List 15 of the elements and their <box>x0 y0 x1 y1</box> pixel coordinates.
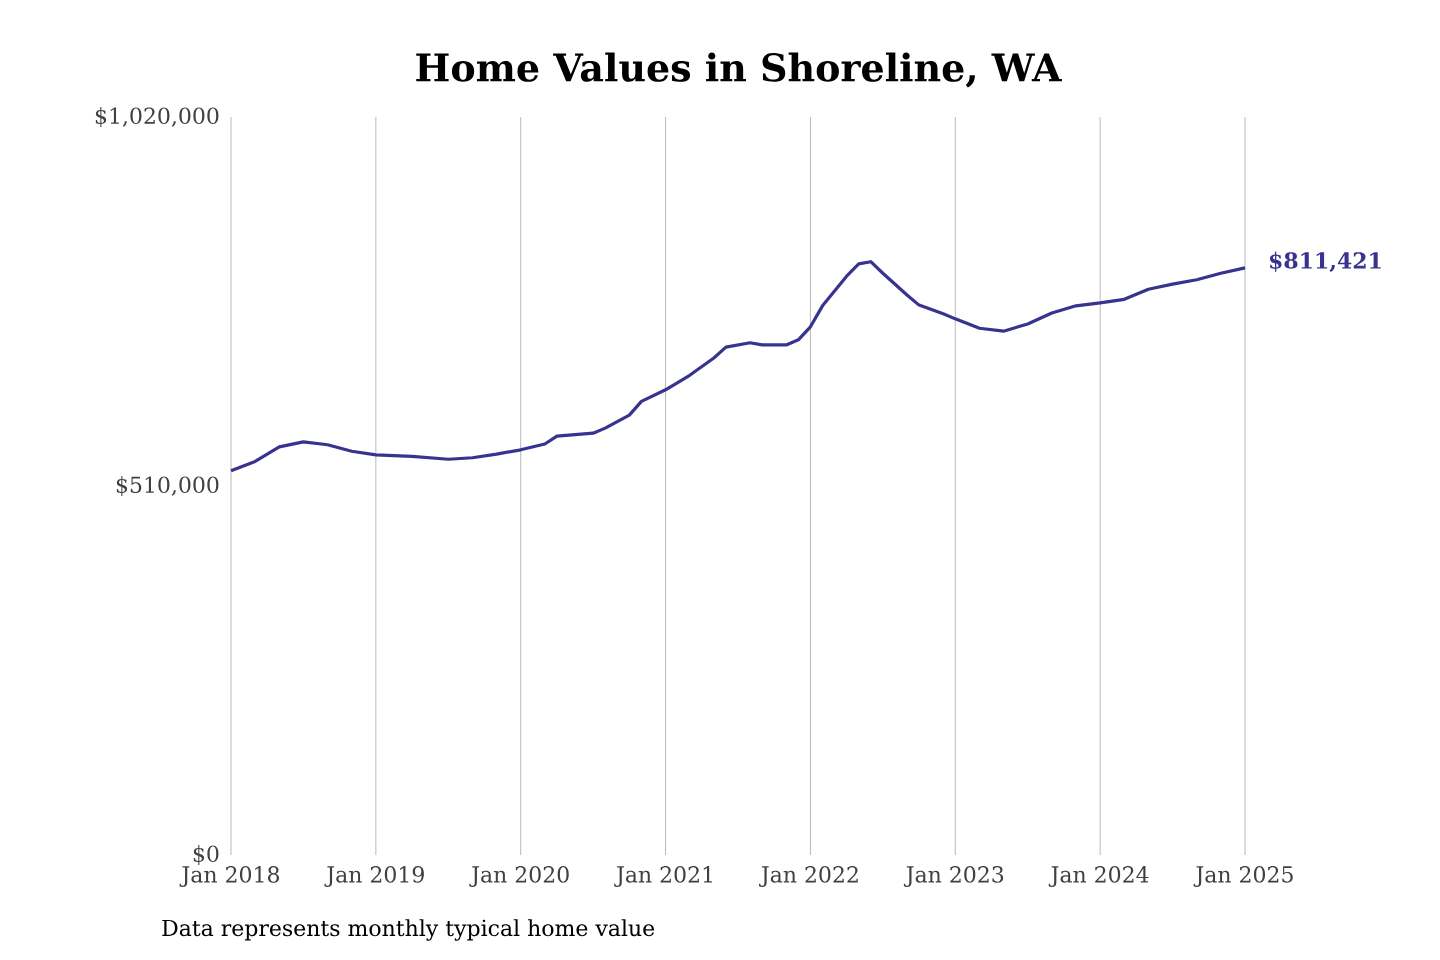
x-tick-label: Jan 2019 <box>324 866 424 887</box>
y-tick-label: $510,000 <box>116 476 219 496</box>
y-tick-label: $1,020,000 <box>95 107 219 127</box>
x-tick-label: Jan 2020 <box>469 866 569 887</box>
x-tick-label: Jan 2018 <box>179 866 280 887</box>
text: Data represents monthly typical home value <box>162 919 655 941</box>
y-tick-label: $0 <box>193 845 219 865</box>
line-series <box>229 260 1247 473</box>
annotation: $811,421 <box>1270 251 1381 273</box>
x-tick-label: Jan 2021 <box>614 866 712 887</box>
chart-title: Home Values in Shoreline, WA <box>416 52 1062 88</box>
x-tick-label: Jan 2024 <box>1048 866 1149 887</box>
x-tick-label: Jan 2025 <box>1193 866 1293 887</box>
x-tick-label: Jan 2023 <box>903 866 1004 887</box>
x-tick-label: Jan 2022 <box>759 866 858 887</box>
